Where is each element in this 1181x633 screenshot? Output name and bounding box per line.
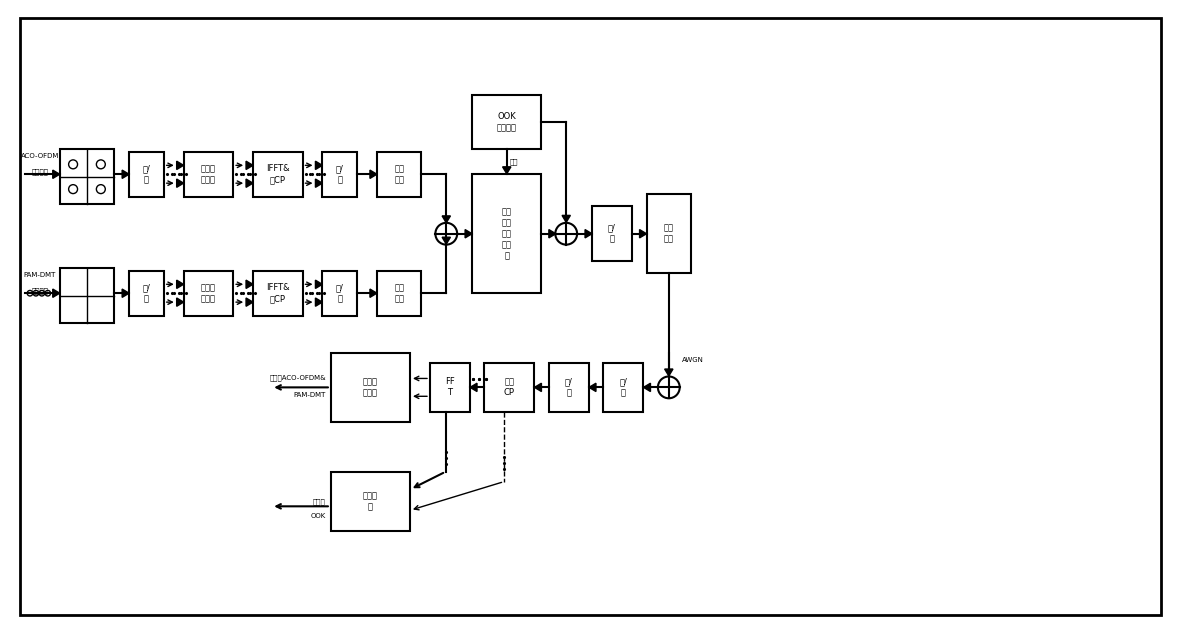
Polygon shape bbox=[53, 289, 60, 298]
Bar bbox=[603, 363, 642, 412]
Polygon shape bbox=[246, 179, 253, 187]
Text: 削减
负数: 削减 负数 bbox=[394, 164, 404, 184]
Bar bbox=[183, 152, 233, 197]
Text: 输出
信号: 输出 信号 bbox=[664, 223, 674, 244]
Bar bbox=[183, 271, 233, 315]
Text: 移去
CP: 移去 CP bbox=[504, 377, 515, 398]
Polygon shape bbox=[370, 289, 377, 298]
Text: 控制: 控制 bbox=[510, 158, 518, 165]
Bar bbox=[60, 149, 115, 204]
Polygon shape bbox=[315, 280, 322, 289]
Text: OOK
输入信号: OOK 输入信号 bbox=[497, 112, 517, 132]
Bar bbox=[253, 152, 302, 197]
Bar bbox=[331, 472, 410, 531]
Polygon shape bbox=[535, 383, 541, 392]
Polygon shape bbox=[177, 161, 183, 170]
Polygon shape bbox=[442, 216, 450, 223]
Bar bbox=[549, 363, 588, 412]
Polygon shape bbox=[665, 369, 673, 376]
Polygon shape bbox=[246, 280, 253, 289]
Bar bbox=[129, 152, 164, 197]
Polygon shape bbox=[370, 170, 377, 179]
Polygon shape bbox=[177, 179, 183, 187]
Bar bbox=[472, 95, 541, 149]
Text: 输入信号: 输入信号 bbox=[32, 168, 48, 175]
Text: 串/
并: 串/ 并 bbox=[143, 164, 150, 184]
Polygon shape bbox=[122, 289, 129, 298]
Text: 对称共
轭扩展: 对称共 轭扩展 bbox=[201, 164, 216, 184]
Text: 削减
负数: 削减 负数 bbox=[394, 283, 404, 303]
Text: 检测出: 检测出 bbox=[313, 498, 326, 505]
Polygon shape bbox=[562, 215, 570, 222]
Text: 并/
串: 并/ 串 bbox=[335, 164, 344, 184]
Polygon shape bbox=[442, 237, 450, 244]
Polygon shape bbox=[315, 179, 322, 187]
Bar bbox=[322, 152, 357, 197]
Bar bbox=[484, 363, 534, 412]
Bar bbox=[646, 194, 691, 273]
Text: IFFT&
加CP: IFFT& 加CP bbox=[266, 164, 289, 184]
Text: 检测出ACO-OFDM&: 检测出ACO-OFDM& bbox=[269, 374, 326, 381]
Text: PAM-DMT: PAM-DMT bbox=[293, 392, 326, 398]
Bar bbox=[60, 268, 115, 323]
Bar bbox=[322, 271, 357, 315]
Polygon shape bbox=[644, 383, 651, 392]
Text: PAM-DMT: PAM-DMT bbox=[24, 272, 56, 279]
Bar bbox=[331, 353, 410, 422]
Polygon shape bbox=[246, 161, 253, 170]
Polygon shape bbox=[315, 161, 322, 170]
Text: 数/
模: 数/ 模 bbox=[608, 223, 615, 244]
Bar bbox=[377, 152, 422, 197]
Polygon shape bbox=[122, 170, 129, 179]
Bar bbox=[253, 271, 302, 315]
Text: AWGN: AWGN bbox=[681, 356, 704, 363]
Polygon shape bbox=[53, 170, 60, 179]
Polygon shape bbox=[177, 280, 183, 289]
Polygon shape bbox=[640, 230, 646, 238]
Polygon shape bbox=[503, 167, 511, 174]
Polygon shape bbox=[315, 298, 322, 306]
Polygon shape bbox=[177, 298, 183, 306]
Polygon shape bbox=[585, 230, 592, 238]
Text: 串/
并: 串/ 并 bbox=[143, 283, 150, 303]
Bar bbox=[472, 174, 541, 293]
Bar bbox=[129, 271, 164, 315]
Polygon shape bbox=[589, 383, 596, 392]
Bar bbox=[592, 206, 632, 261]
Text: 阈值估
计: 阈值估 计 bbox=[363, 491, 378, 511]
Text: FF
T: FF T bbox=[445, 377, 455, 398]
Text: 最大似
然估计: 最大似 然估计 bbox=[363, 377, 378, 398]
Text: 对称共
轭扩展: 对称共 轭扩展 bbox=[201, 283, 216, 303]
Bar bbox=[430, 363, 470, 412]
Text: 并/
串: 并/ 串 bbox=[335, 283, 344, 303]
Bar bbox=[377, 271, 422, 315]
Text: ACO-OFDM: ACO-OFDM bbox=[21, 153, 59, 160]
Text: OOK: OOK bbox=[311, 513, 326, 519]
Polygon shape bbox=[246, 298, 253, 306]
Text: 串/
并: 串/ 并 bbox=[565, 377, 573, 398]
Text: 输入信号: 输入信号 bbox=[32, 287, 48, 294]
Polygon shape bbox=[470, 383, 477, 392]
Text: 添加
时间
选择
性偏
置: 添加 时间 选择 性偏 置 bbox=[502, 207, 511, 260]
Text: 数/
模: 数/ 模 bbox=[619, 377, 627, 398]
Polygon shape bbox=[549, 230, 556, 238]
Polygon shape bbox=[465, 230, 472, 238]
Text: IFFT&
加CP: IFFT& 加CP bbox=[266, 283, 289, 303]
